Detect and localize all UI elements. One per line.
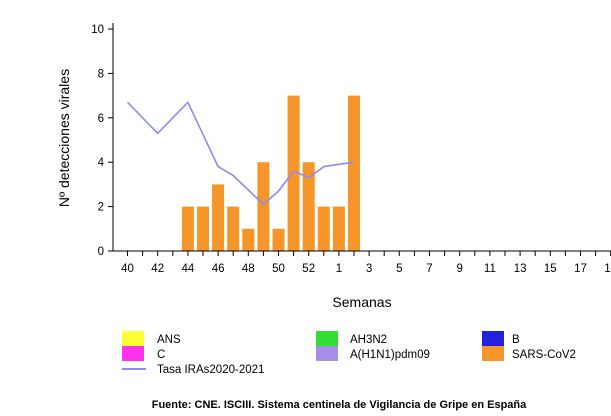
bar-sars-cov2-week-51 [287,95,300,251]
x-tick-label: 17 [574,263,587,275]
x-tick-label: 19 [604,263,611,275]
x-tick-label: 15 [544,263,557,275]
bar-sars-cov2-week-50 [272,228,285,251]
y-tick-label: 2 [98,202,104,214]
legend-swatch-sars-cov2 [482,346,504,361]
x-tick-label: 48 [242,263,255,275]
bar-sars-cov2-week-1 [332,206,345,251]
legend-label-h1n1: A(H1N1)pdm09 [350,349,430,361]
legend-label-sars-cov2: SARS-CoV2 [512,349,576,361]
bar-sars-cov2-week-2 [348,95,360,251]
x-tick-label: 40 [121,263,134,275]
y-tick-label: 8 [98,68,104,80]
line-layer [126,101,355,206]
legend-swatch-c [122,346,144,361]
bar-sars-cov2-week-53 [317,206,330,251]
bars-layer [181,95,360,251]
x-tick-label: 44 [182,263,195,275]
x-tick-label: 13 [514,263,527,275]
x-tick-label: 50 [272,263,285,275]
bar-sars-cov2-week-47 [227,206,240,251]
bar-sars-cov2-week-44 [181,206,194,251]
legend: ANS AH3N2 B C A(H1N1)pdm09 SARS-CoV2 Tas… [122,331,576,376]
x-tick-label: 42 [151,263,164,275]
bar-sars-cov2-week-49 [257,162,270,251]
y-tick-label: 6 [98,113,104,125]
bar-sars-cov2-week-52 [302,162,315,251]
x-tick-label: 9 [456,263,462,275]
x-tick-label: 11 [484,263,496,275]
x-tick-label: 7 [426,263,432,275]
y-tick-label: 0 [98,246,104,258]
x-tick-label: 3 [366,263,372,275]
bar-sars-cov2-week-48 [242,228,255,251]
legend-label-ans: ANS [157,334,181,346]
x-axis-title: Semanas [332,294,391,310]
legend-swatch-h1n1 [316,346,338,361]
bar-sars-cov2-week-45 [197,206,209,251]
x-tick-label: 52 [302,263,315,275]
y-axis-title: Nº detecciones virales [56,69,72,207]
y-tick-label: 10 [91,24,104,36]
line-tasa-iras [126,101,355,206]
bar-sars-cov2-week-46 [212,184,225,251]
y-tick-label: 4 [98,157,105,169]
axes-layer: 024681040424446485052135791113151719 [91,23,611,275]
x-tick-label: 46 [212,263,225,275]
x-tick-label: 1 [336,263,342,275]
x-tick-label: 5 [396,263,402,275]
legend-swatch-ah3n2 [316,331,338,346]
legend-label-b: B [512,334,520,346]
legend-swatch-b [482,331,504,346]
legend-label-ah3n2: AH3N2 [350,334,387,346]
legend-swatch-ans [122,331,144,346]
legend-label-tasa: Tasa IRAs2020-2021 [157,364,264,376]
legend-label-c: C [157,349,165,361]
source-note: Fuente: CNE. ISCIII. Sistema centinela d… [152,399,527,411]
